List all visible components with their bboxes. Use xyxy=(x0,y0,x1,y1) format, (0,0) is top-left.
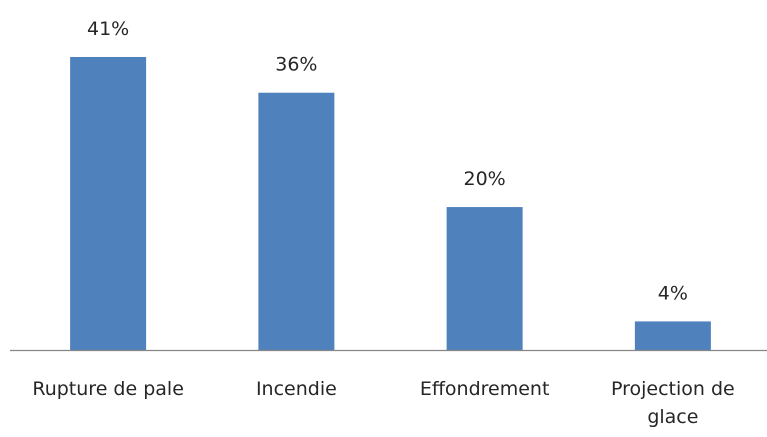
x-tick-label: Projection de glace xyxy=(611,378,735,428)
bar xyxy=(634,321,711,350)
bar xyxy=(258,92,335,351)
data-label: 4% xyxy=(658,282,688,304)
bar xyxy=(70,57,147,350)
x-tick-label: Rupture de pale xyxy=(32,378,184,400)
data-label: 36% xyxy=(275,54,317,76)
bar xyxy=(446,207,523,350)
data-label: 41% xyxy=(87,18,129,40)
x-tick-label: Incendie xyxy=(255,378,337,400)
x-tick-label: Effondrement xyxy=(419,378,550,400)
data-label: 20% xyxy=(464,168,506,190)
